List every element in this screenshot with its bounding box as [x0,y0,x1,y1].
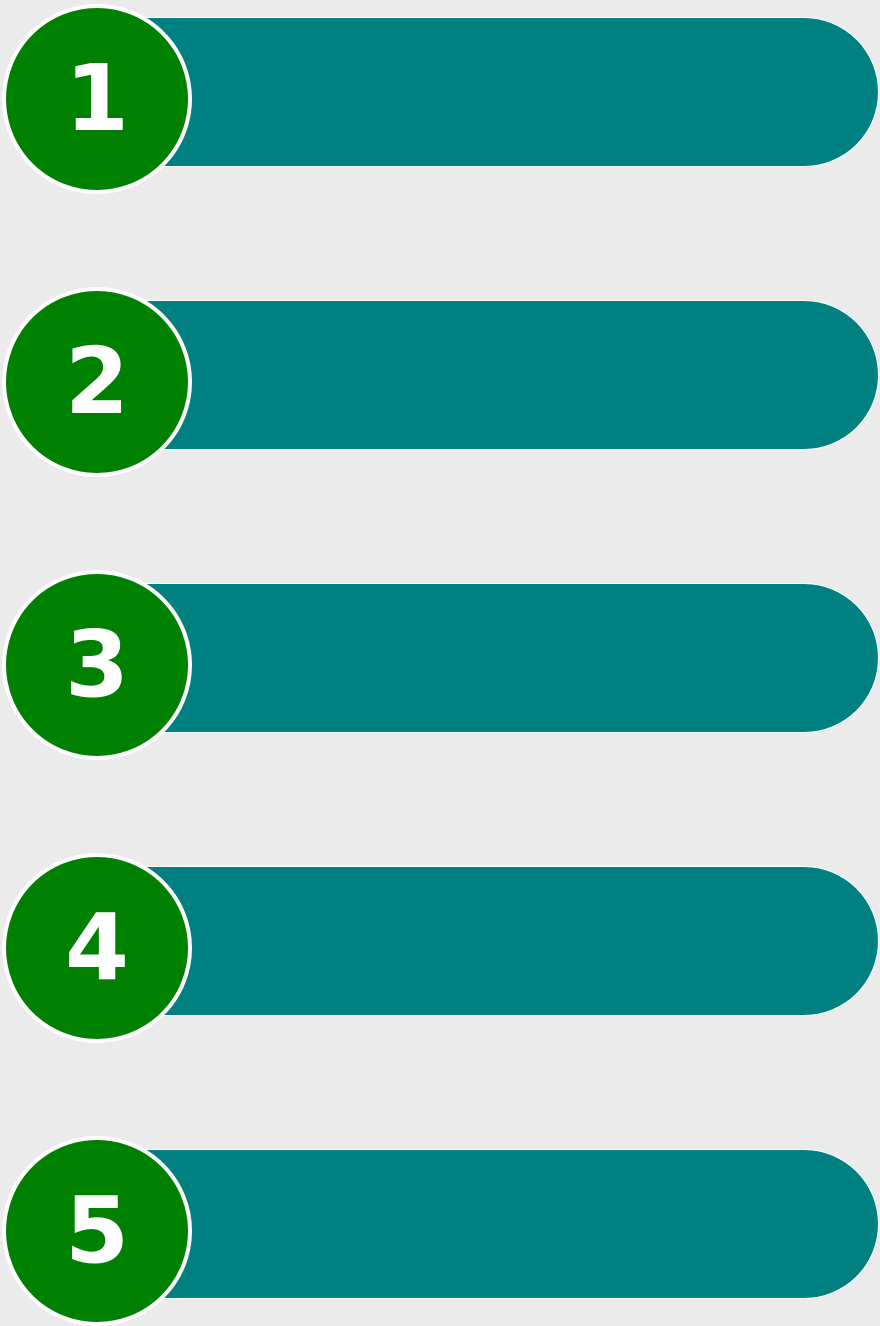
step-4: 4 [0,853,880,1043]
step-number-badge: 5 [2,1136,192,1326]
step-number-badge: 1 [2,4,192,194]
step-3: 3 [0,570,880,760]
step-bar [94,300,879,450]
step-number-badge: 2 [2,287,192,477]
step-bar [94,583,879,733]
step-2: 2 [0,287,880,477]
step-1: 1 [0,4,880,194]
step-number-badge: 3 [2,570,192,760]
step-bar [94,17,879,167]
step-5: 5 [0,1136,880,1326]
step-bar [94,866,879,1016]
step-bar [94,1149,879,1299]
step-number-badge: 4 [2,853,192,1043]
